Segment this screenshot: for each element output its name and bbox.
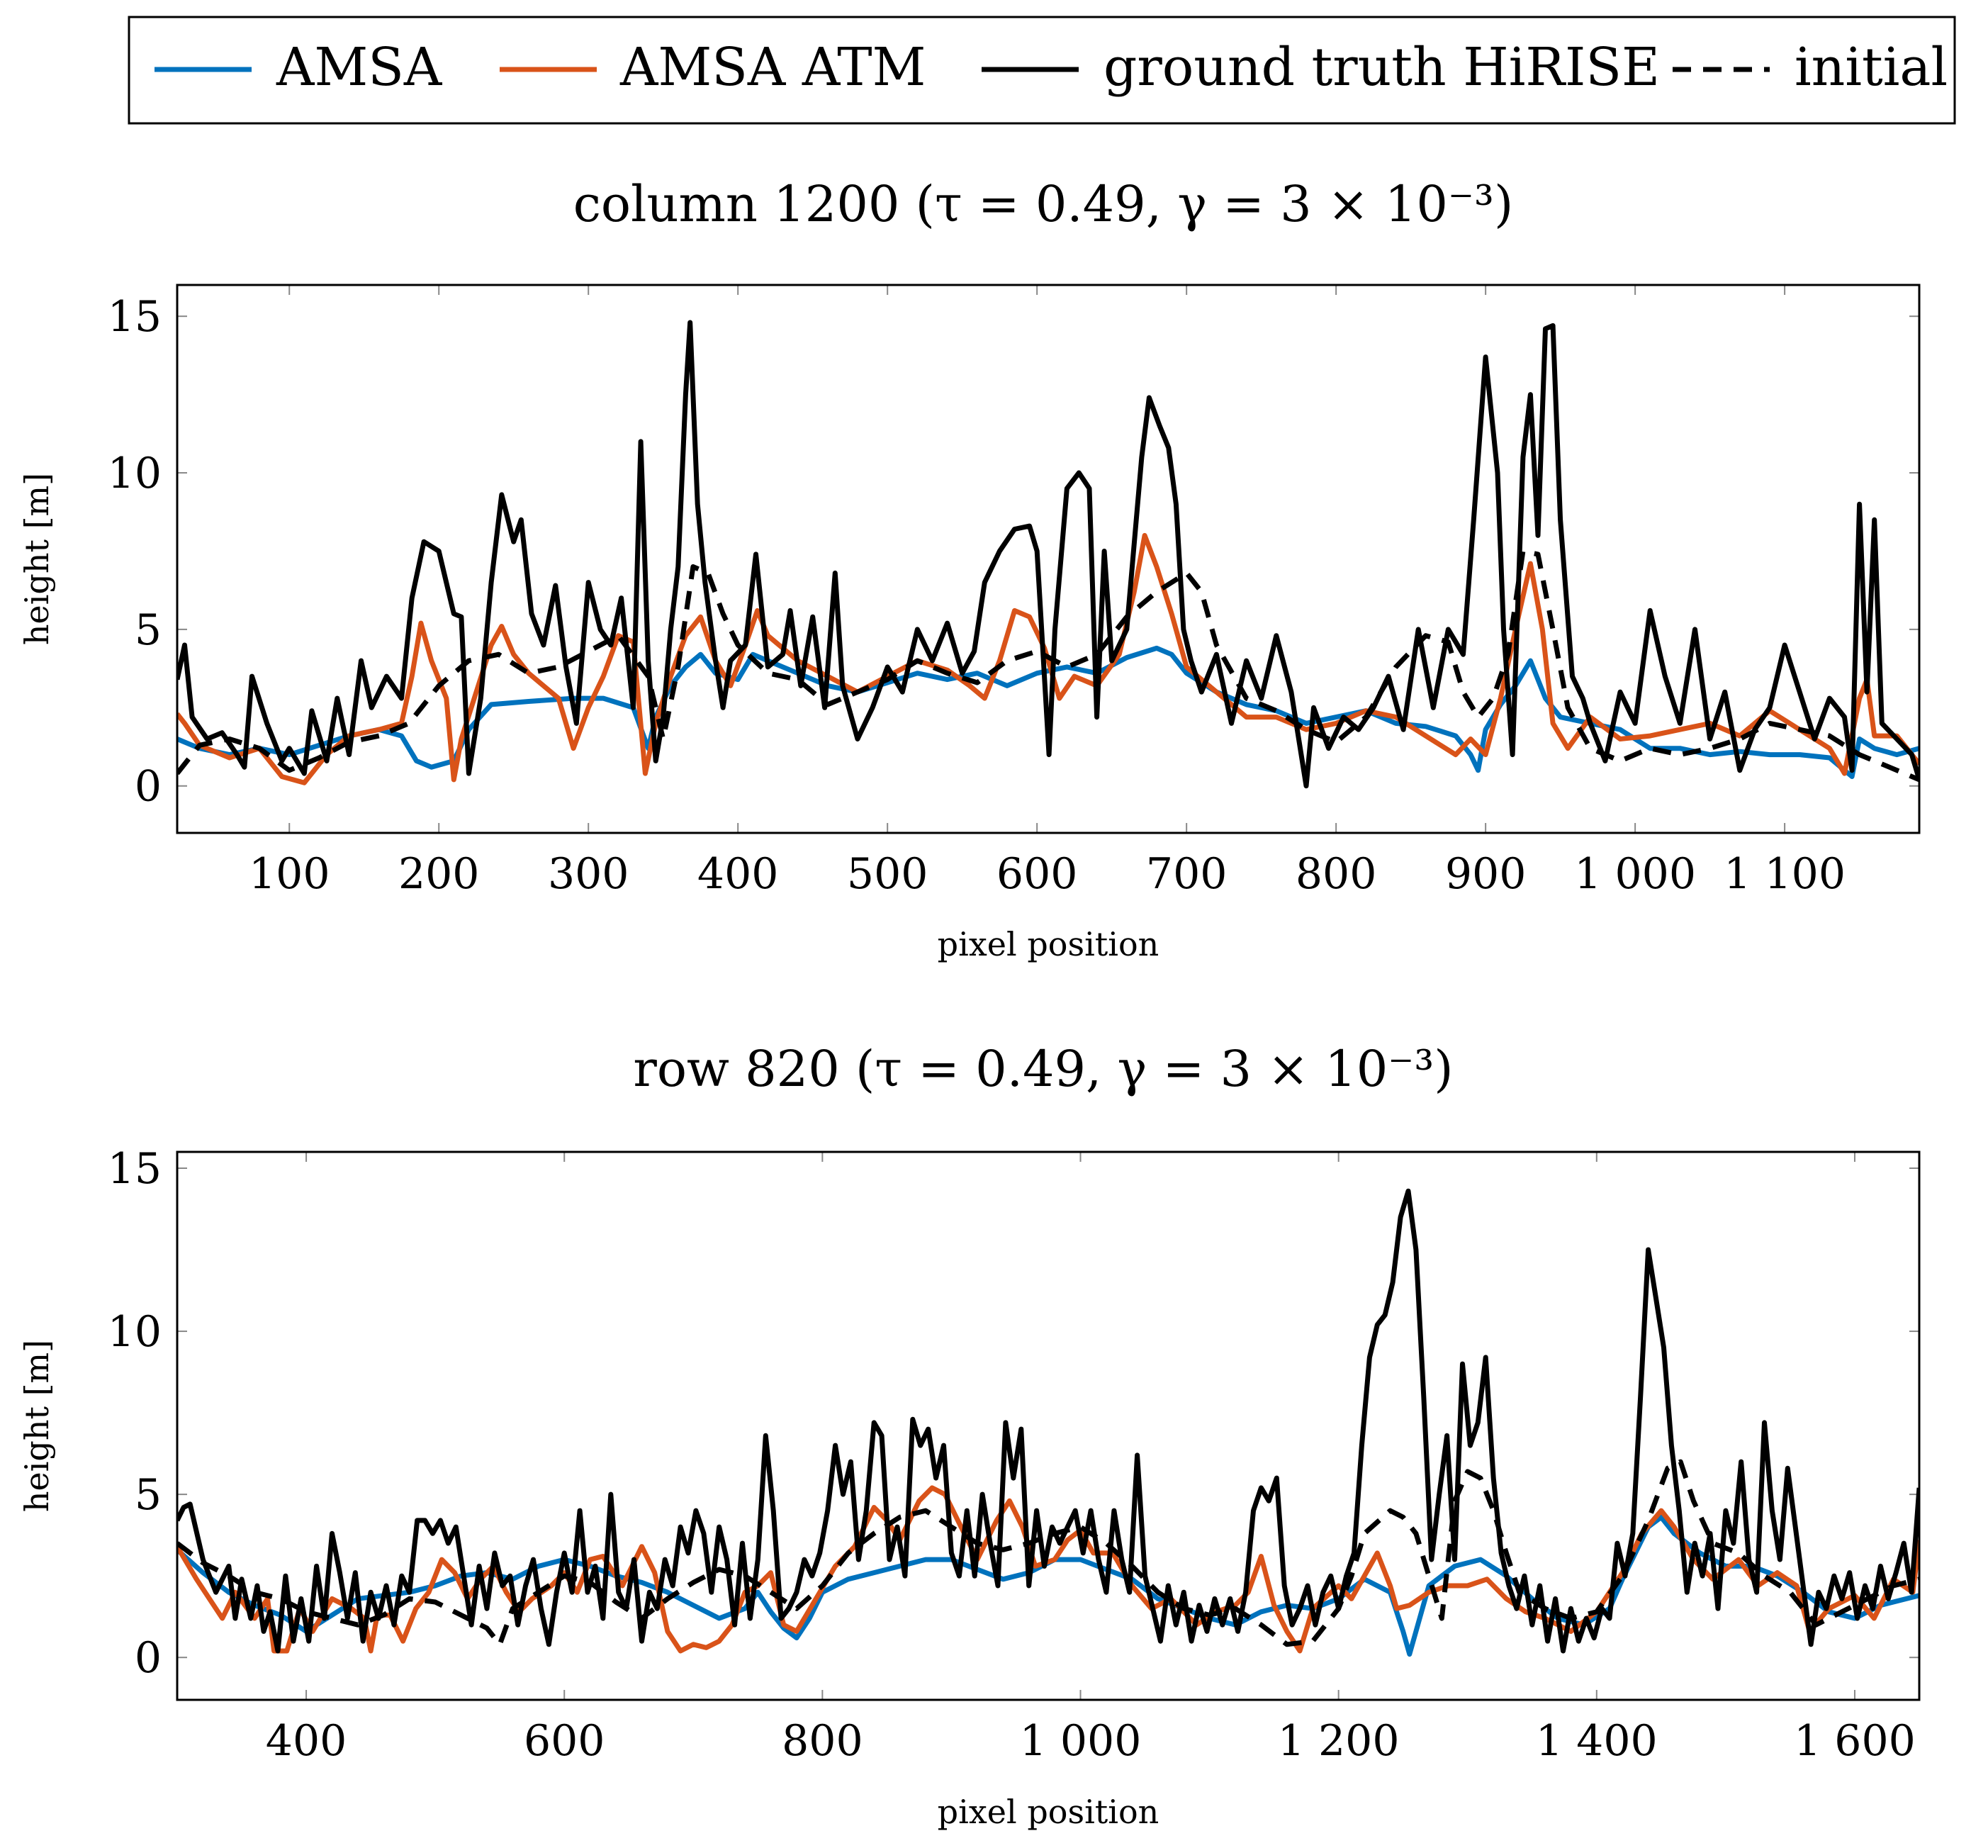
- plot-frame: [176, 1150, 1921, 1701]
- chart-title: column 1200 (τ = 0.49, γ = 3 × 10⁻³): [573, 175, 1514, 233]
- x-tick-label: 400: [266, 1716, 347, 1766]
- series-line-ground-truth-hirise: [177, 320, 1919, 789]
- legend: AMSA AMSA ATM ground truth HiRISE initia…: [128, 16, 1956, 125]
- x-tick-label: 900: [1445, 849, 1527, 899]
- legend-entry-ground-truth: ground truth HiRISE: [982, 37, 1660, 98]
- x-tick-label: 700: [1146, 849, 1228, 899]
- y-tick-label: 15: [108, 292, 162, 342]
- legend-entry-initial: initial: [1673, 37, 1948, 98]
- plot-area: [177, 1188, 1919, 1657]
- x-tick-label: 400: [697, 849, 779, 899]
- y-tick-label: 10: [108, 1307, 162, 1357]
- x-tick-label: 1 200: [1278, 1716, 1400, 1766]
- series-line-initial: [177, 549, 1919, 783]
- chart-title: row 820 (τ = 0.49, γ = 3 × 10⁻³): [633, 1040, 1453, 1098]
- x-tick-label: 100: [249, 849, 330, 899]
- y-tick-label: 5: [135, 1470, 162, 1520]
- series-line-initial: [177, 1459, 1919, 1647]
- x-tick-label: 500: [847, 849, 928, 899]
- y-tick-label: 15: [108, 1144, 162, 1194]
- x-tick-label: 800: [782, 1716, 863, 1766]
- x-tick-label: 1 600: [1794, 1716, 1916, 1766]
- x-axis-label: pixel position: [938, 1793, 1159, 1831]
- y-axis-label: height [m]: [18, 1340, 56, 1512]
- legend-label-amsa-atm: AMSA ATM: [619, 37, 926, 98]
- x-tick-label: 1 400: [1536, 1716, 1658, 1766]
- x-tick-labels: 400 600 800 1 000 1 200 1 400 1 600: [266, 1716, 1916, 1766]
- plot-frame: [176, 284, 1921, 834]
- chart-column-1200: column 1200 (τ = 0.49, γ = 3 × 10⁻³) 0 5 1…: [18, 175, 1921, 963]
- tick-marks: [177, 1152, 1919, 1700]
- y-tick-label: 5: [135, 605, 162, 655]
- x-axis-label: pixel position: [938, 925, 1159, 963]
- x-tick-label: 300: [548, 849, 629, 899]
- x-tick-label: 1 000: [1020, 1716, 1142, 1766]
- x-tick-label: 1 000: [1574, 849, 1696, 899]
- legend-label-initial: initial: [1795, 37, 1948, 98]
- y-tick-label: 0: [135, 1633, 162, 1683]
- plot-area: [177, 320, 1919, 789]
- legend-label-ground-truth: ground truth HiRISE: [1103, 37, 1660, 98]
- x-tick-label: 200: [398, 849, 480, 899]
- legend-entry-amsa: AMSA: [155, 37, 443, 98]
- y-tick-labels: 0 5 10 15: [108, 1144, 162, 1683]
- legend-label-amsa: AMSA: [276, 37, 443, 98]
- y-tick-labels: 0 5 10 15: [108, 292, 162, 812]
- series-line-amsa-atm: [177, 532, 1919, 785]
- chart-row-820: row 820 (τ = 0.49, γ = 3 × 10⁻³) 051015 …: [18, 1040, 1921, 1831]
- series-line-ground-truth-hirise: [177, 1188, 1919, 1654]
- x-tick-label: 600: [996, 849, 1078, 899]
- legend-entry-amsa-atm: AMSA ATM: [500, 37, 926, 98]
- tick-marks: [177, 285, 1919, 833]
- x-tick-label: 800: [1296, 849, 1377, 899]
- x-tick-label: 1 100: [1724, 849, 1846, 899]
- y-tick-label: 10: [108, 449, 162, 498]
- y-tick-label: 0: [135, 762, 162, 812]
- x-tick-labels: 100 200 300 400 500 600 700 800 900 1 000 1 100: [249, 849, 1846, 899]
- y-axis-label: height [m]: [18, 473, 56, 645]
- x-tick-label: 600: [524, 1716, 605, 1766]
- series-line-amsa: [177, 1514, 1919, 1657]
